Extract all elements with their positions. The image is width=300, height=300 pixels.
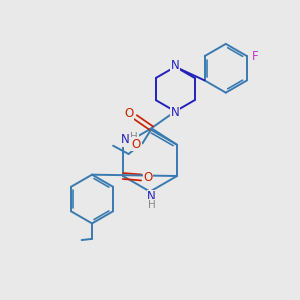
Text: F: F [252,50,259,63]
Text: N: N [171,59,180,72]
Text: O: O [132,138,141,151]
Text: H: H [148,200,155,210]
Text: N: N [171,106,180,119]
Text: N: N [121,133,130,146]
Text: O: O [143,171,153,184]
Text: O: O [124,107,134,120]
Text: H: H [130,132,138,142]
Text: N: N [147,190,156,203]
